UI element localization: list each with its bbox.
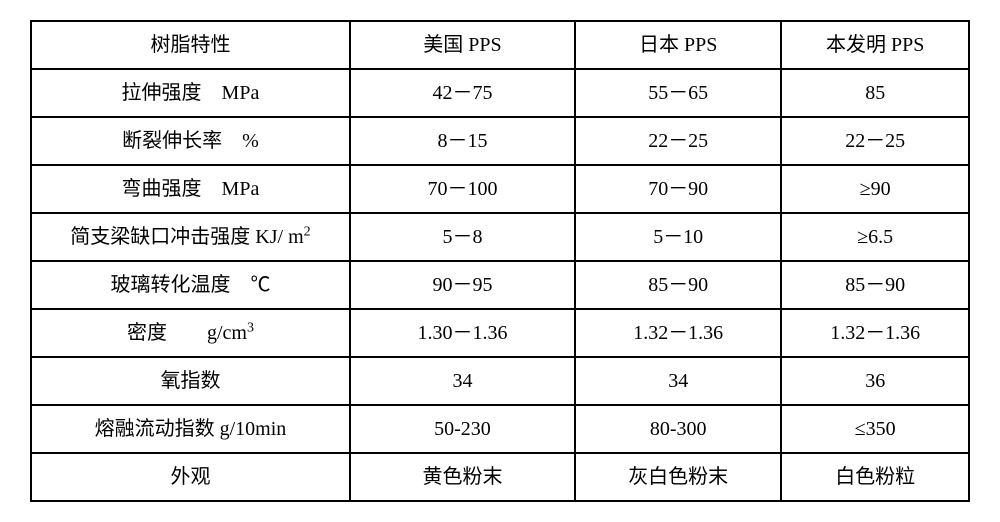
table-row: 熔融流动指数 g/10min 50-23080-300≤350 [31,405,969,453]
cell-inv: 22－25 [781,117,969,165]
cell-inv: 白色粉粒 [781,453,969,501]
cell-us: 8－15 [350,117,575,165]
cell-inv: ≥6.5 [781,213,969,261]
table-row: 氧指数343436 [31,357,969,405]
row-label-text: 密度 g/cm [127,322,247,344]
row-label: 外观 [31,453,350,501]
row-label-sup: 2 [304,224,311,239]
table-row: 外观 黄色粉末灰白色粉末白色粉粒 [31,453,969,501]
row-label-text: 氧指数 [160,370,220,392]
cell-jp: 1.32－1.36 [575,309,781,357]
row-label: 断裂伸长率 % [31,117,350,165]
cell-us: 1.30－1.36 [350,309,575,357]
cell-us: 34 [350,357,575,405]
row-label: 玻璃转化温度 ℃ [31,261,350,309]
row-label-sup: 3 [247,320,254,335]
cell-us: 90－95 [350,261,575,309]
column-header: 日本 PPS [575,21,781,69]
table-row: 简支梁缺口冲击强度 KJ/ m25－85－10≥6.5 [31,213,969,261]
table-row: 拉伸强度 MPa 42－7555－6585 [31,69,969,117]
table-row: 玻璃转化温度 ℃90－9585－9085－90 [31,261,969,309]
cell-us: 5－8 [350,213,575,261]
cell-us: 70－100 [350,165,575,213]
cell-jp: 55－65 [575,69,781,117]
cell-jp: 5－10 [575,213,781,261]
cell-inv: ≤350 [781,405,969,453]
row-label: 氧指数 [31,357,350,405]
cell-jp: 85－90 [575,261,781,309]
row-label-text: 简支梁缺口冲击强度 KJ/ m [70,226,303,248]
row-label-text: 外观 [170,466,210,488]
row-label-text: 拉伸强度 MPa [122,82,260,104]
column-header: 本发明 PPS [781,21,969,69]
cell-inv: ≥90 [781,165,969,213]
row-label-text: 玻璃转化温度 ℃ [110,274,270,296]
row-label: 熔融流动指数 g/10min [31,405,350,453]
column-header: 树脂特性 [31,21,350,69]
cell-us: 42－75 [350,69,575,117]
row-label: 简支梁缺口冲击强度 KJ/ m2 [31,213,350,261]
table-row: 断裂伸长率 %8－1522－2522－25 [31,117,969,165]
column-header: 美国 PPS [350,21,575,69]
cell-jp: 灰白色粉末 [575,453,781,501]
table-row: 弯曲强度 MPa 70－10070－90≥90 [31,165,969,213]
row-label: 弯曲强度 MPa [31,165,350,213]
pps-comparison-table: 树脂特性美国 PPS日本 PPS本发明 PPS 拉伸强度 MPa 42－7555－6… [30,20,970,502]
cell-us: 黄色粉末 [350,453,575,501]
row-label: 拉伸强度 MPa [31,69,350,117]
row-label-text: 熔融流动指数 g/10min [95,418,287,440]
cell-us: 50-230 [350,405,575,453]
cell-jp: 22－25 [575,117,781,165]
cell-jp: 80-300 [575,405,781,453]
row-label-text: 断裂伸长率 % [122,130,259,152]
row-label-text: 弯曲强度 MPa [122,178,260,200]
cell-inv: 36 [781,357,969,405]
table-row: 密度 g/cm31.30－1.361.32－1.361.32－1.36 [31,309,969,357]
cell-jp: 70－90 [575,165,781,213]
cell-inv: 85－90 [781,261,969,309]
cell-inv: 85 [781,69,969,117]
row-label: 密度 g/cm3 [31,309,350,357]
table-header-row: 树脂特性美国 PPS日本 PPS本发明 PPS [31,21,969,69]
cell-jp: 34 [575,357,781,405]
cell-inv: 1.32－1.36 [781,309,969,357]
